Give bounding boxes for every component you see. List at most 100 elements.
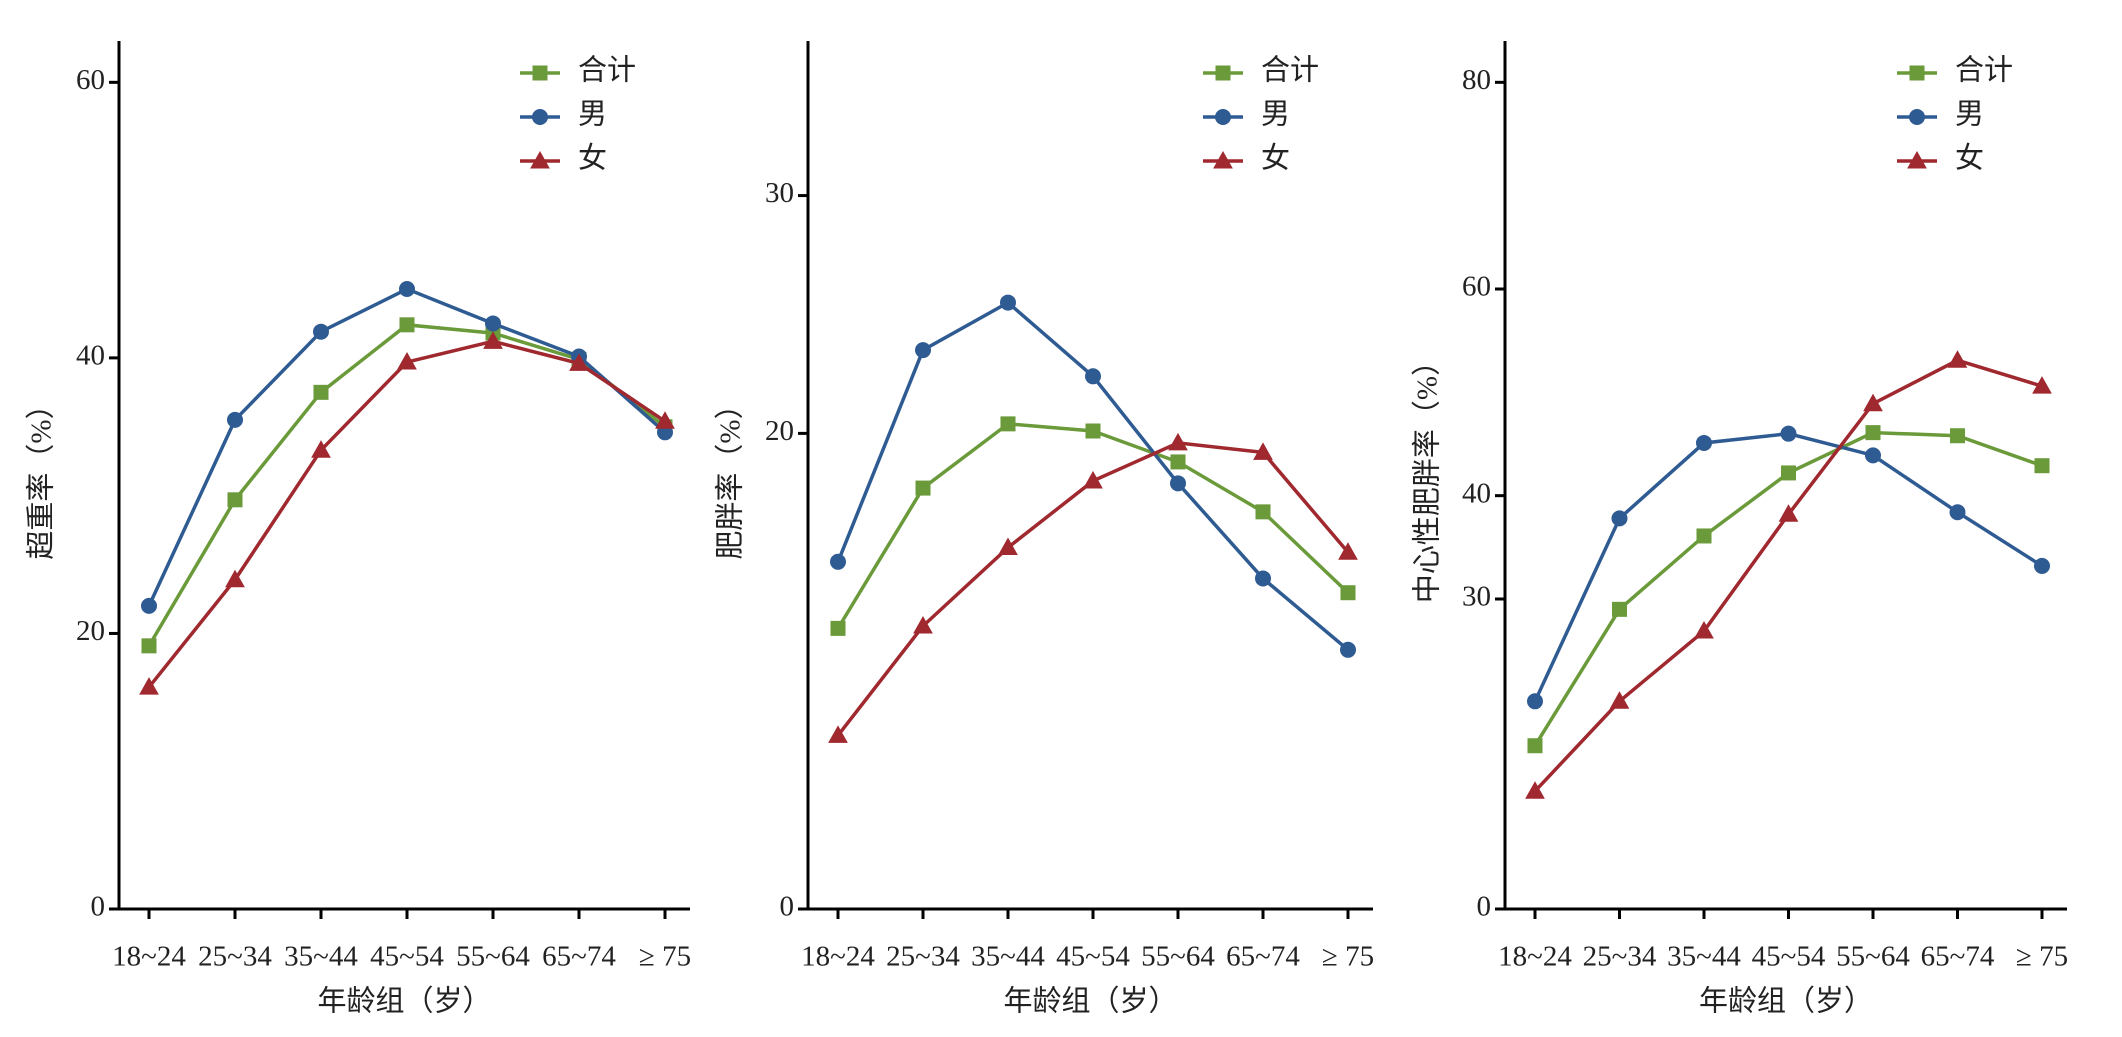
- legend-label: 合计: [578, 54, 636, 87]
- legend-label: 女: [1955, 142, 1984, 175]
- marker-triangle: [139, 677, 159, 695]
- y-tick-label: 60: [1462, 271, 1491, 303]
- marker-circle: [1696, 434, 1712, 451]
- y-axis-label: 中心性肥胖率（%）: [1411, 347, 1444, 603]
- marker-triangle: [1338, 542, 1358, 560]
- marker-circle: [1215, 109, 1231, 125]
- marker-triangle: [397, 352, 417, 370]
- marker-circle: [313, 323, 329, 340]
- marker-triangle: [225, 569, 245, 588]
- marker-circle: [1000, 294, 1016, 311]
- line-chart: 0 30 40 60 80 18~24 25~34 35~44 45~54 55~64 65~74 ≥…: [1411, 41, 2068, 1018]
- marker-square: [399, 317, 415, 333]
- marker-circle: [141, 597, 157, 614]
- marker-circle: [1780, 425, 1797, 442]
- marker-circle: [1909, 109, 1925, 125]
- marker-triangle: [1907, 150, 1927, 169]
- marker-circle: [399, 281, 415, 297]
- marker-square: [1612, 601, 1627, 617]
- marker-square: [1865, 425, 1881, 441]
- marker-square: [1170, 454, 1186, 470]
- y-axis-label: 超重率（%）: [25, 390, 58, 559]
- marker-square: [1255, 504, 1271, 520]
- marker-triangle: [311, 440, 331, 458]
- marker-circle: [1170, 475, 1186, 492]
- marker-circle: [1865, 447, 1881, 464]
- series-line: [147, 323, 667, 647]
- marker-square: [313, 384, 329, 400]
- marker-triangle: [1609, 691, 1630, 709]
- x-tick-label: 65~74: [1226, 941, 1300, 973]
- marker-circle: [1255, 570, 1271, 587]
- x-tick-label: 45~54: [370, 941, 444, 973]
- y-tick-label: 60: [76, 64, 105, 96]
- marker-circle: [1340, 641, 1356, 658]
- marker-triangle: [1863, 393, 1883, 412]
- x-tick-label: 55~64: [456, 941, 530, 973]
- marker-triangle: [1213, 150, 1233, 169]
- marker-circle: [2034, 557, 2050, 574]
- x-tick-label: 25~34: [198, 941, 272, 973]
- marker-square: [1340, 585, 1356, 601]
- marker-triangle: [1778, 504, 1799, 522]
- marker-square: [532, 65, 548, 81]
- x-tick-label: 35~44: [1667, 941, 1741, 973]
- x-tick-label: 18~24: [801, 941, 875, 973]
- y-tick-label: 80: [1462, 64, 1491, 96]
- marker-square: [1000, 416, 1016, 432]
- marker-triangle: [1947, 350, 1968, 368]
- x-tick-label: 65~74: [542, 941, 616, 973]
- y-tick-label: 0: [1477, 891, 1492, 923]
- x-tick-label: ≥ 75: [2016, 941, 2068, 973]
- x-tick-label: 18~24: [1498, 941, 1572, 973]
- marker-triangle: [1525, 781, 1545, 799]
- marker-triangle: [828, 725, 848, 743]
- marker-circle: [915, 342, 931, 359]
- x-axis-label: 年龄组（岁）: [1003, 985, 1177, 1018]
- x-tick-label: 18~24: [112, 941, 186, 973]
- line-chart: 0 20 30 18~24 25~34 35~44 45~54 55~64 65~74 ≥ 75 年…: [714, 41, 1374, 1018]
- x-tick-label: 35~44: [971, 941, 1045, 973]
- x-tick-label: ≥ 75: [1322, 941, 1374, 973]
- marker-triangle: [655, 411, 675, 429]
- marker-square: [227, 492, 243, 508]
- marker-square: [1950, 428, 1965, 444]
- y-tick-label: 40: [1462, 477, 1491, 509]
- marker-circle: [830, 553, 846, 570]
- x-tick-label: 55~64: [1141, 941, 1215, 973]
- marker-square: [1909, 65, 1925, 81]
- marker-triangle: [1694, 621, 1714, 639]
- marker-square: [830, 620, 846, 636]
- marker-triangle: [2032, 376, 2052, 394]
- marker-square: [1085, 423, 1101, 439]
- marker-square: [141, 638, 157, 654]
- y-tick-label: 0: [780, 891, 795, 923]
- series-line: [836, 422, 1350, 630]
- marker-triangle: [1253, 442, 1273, 460]
- y-tick-label: 40: [76, 340, 105, 372]
- y-tick-label: 30: [1462, 581, 1491, 613]
- legend-label: 男: [1261, 99, 1290, 131]
- y-tick-label: 20: [765, 415, 794, 447]
- marker-triangle: [1083, 470, 1103, 489]
- y-tick-label: 30: [765, 177, 794, 209]
- marker-circle: [485, 315, 501, 332]
- marker-triangle: [998, 537, 1018, 556]
- marker-circle: [532, 109, 548, 125]
- marker-square: [1696, 528, 1712, 544]
- x-tick-label: 45~54: [1752, 941, 1826, 973]
- marker-circle: [227, 411, 243, 428]
- marker-square: [1527, 738, 1543, 754]
- series-line: [147, 287, 667, 607]
- y-axis-label: 肥胖率（%）: [714, 390, 747, 559]
- marker-triangle: [483, 331, 503, 349]
- legend-label: 合计: [1261, 54, 1319, 87]
- x-tick-label: 55~64: [1836, 941, 1910, 973]
- x-tick-label: 45~54: [1056, 941, 1130, 973]
- y-tick-label: 20: [76, 615, 105, 647]
- marker-triangle: [530, 150, 550, 169]
- marker-triangle: [913, 615, 933, 634]
- legend-label: 男: [1955, 99, 1984, 131]
- x-tick-label: 65~74: [1921, 941, 1995, 973]
